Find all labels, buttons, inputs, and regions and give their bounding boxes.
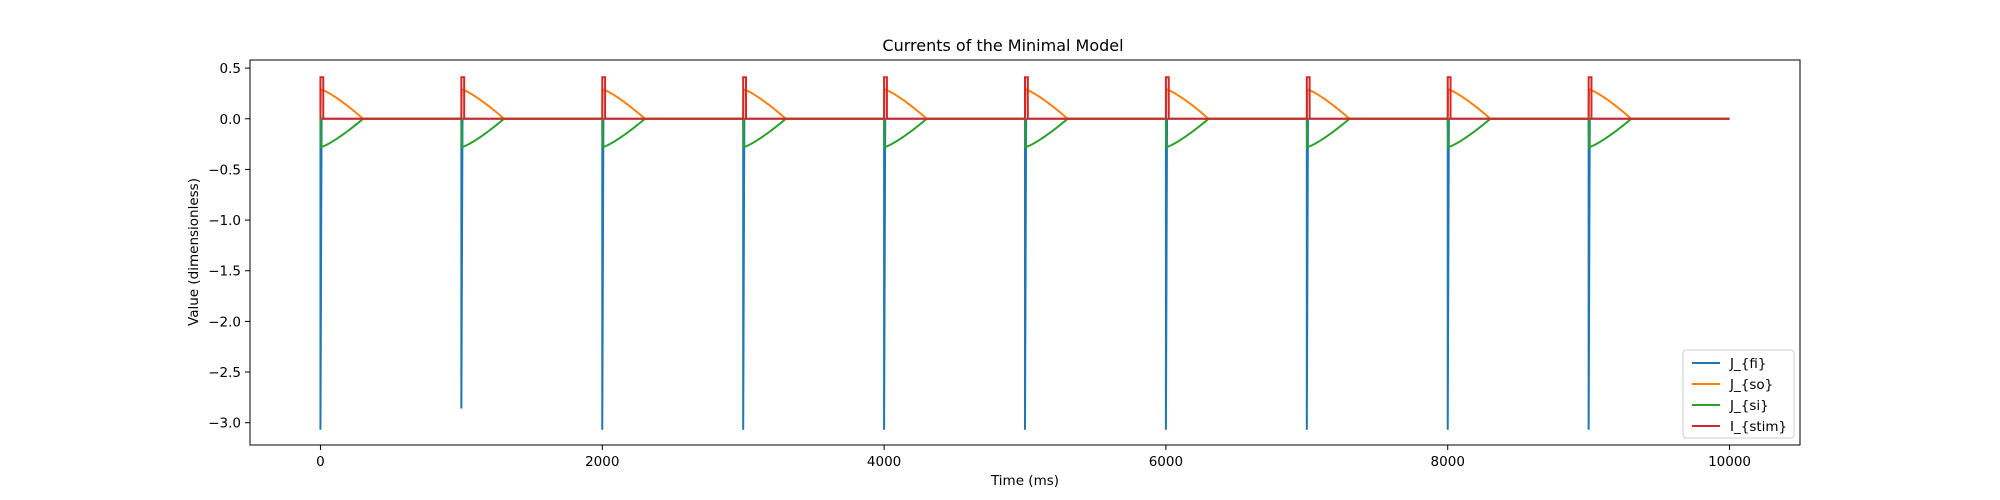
y-tick-label: −2.0 — [208, 314, 241, 330]
plot-area — [319, 76, 1730, 430]
chart-title: Currents of the Minimal Model — [882, 36, 1123, 55]
x-tick-label: 0 — [316, 454, 325, 470]
x-axis: 0 2000 4000 6000 8000 10000 — [316, 445, 1751, 470]
x-tick-label: 8000 — [1431, 454, 1465, 470]
x-tick-label: 2000 — [585, 454, 619, 470]
x-tick-label: 6000 — [1149, 454, 1183, 470]
y-tick-label: −2.5 — [208, 365, 241, 381]
legend-label: J_{fi} — [1729, 356, 1766, 372]
y-tick-label: 0.0 — [220, 112, 241, 128]
series-line-istim — [319, 76, 1730, 120]
y-tick-label: −1.0 — [208, 213, 241, 229]
y-axis-label: Value (dimensionless) — [186, 178, 202, 326]
legend-label: J_{so} — [1729, 377, 1773, 393]
y-axis: 0.5 0.0 −0.5 −1.0 −1.5 −2.0 −2.5 −3.0 — [208, 61, 250, 432]
legend-label: I_{stim} — [1730, 419, 1787, 435]
y-tick-label: −1.5 — [208, 264, 241, 280]
legend-label: J_{si} — [1729, 398, 1769, 414]
x-axis-label: Time (ms) — [990, 473, 1059, 489]
axes-frame — [249, 59, 1801, 446]
y-tick-label: −3.0 — [208, 416, 241, 432]
series-line-jfi — [319, 117, 1730, 430]
legend-frame — [1682, 349, 1795, 439]
y-tick-label: 0.5 — [220, 61, 241, 77]
series-line-jsi — [319, 117, 1730, 149]
x-tick-label: 4000 — [867, 454, 901, 470]
legend: J_{fi} J_{so} J_{si} I_{stim} — [1682, 349, 1795, 439]
y-tick-label: −0.5 — [208, 162, 241, 178]
x-tick-label: 10000 — [1708, 454, 1751, 470]
